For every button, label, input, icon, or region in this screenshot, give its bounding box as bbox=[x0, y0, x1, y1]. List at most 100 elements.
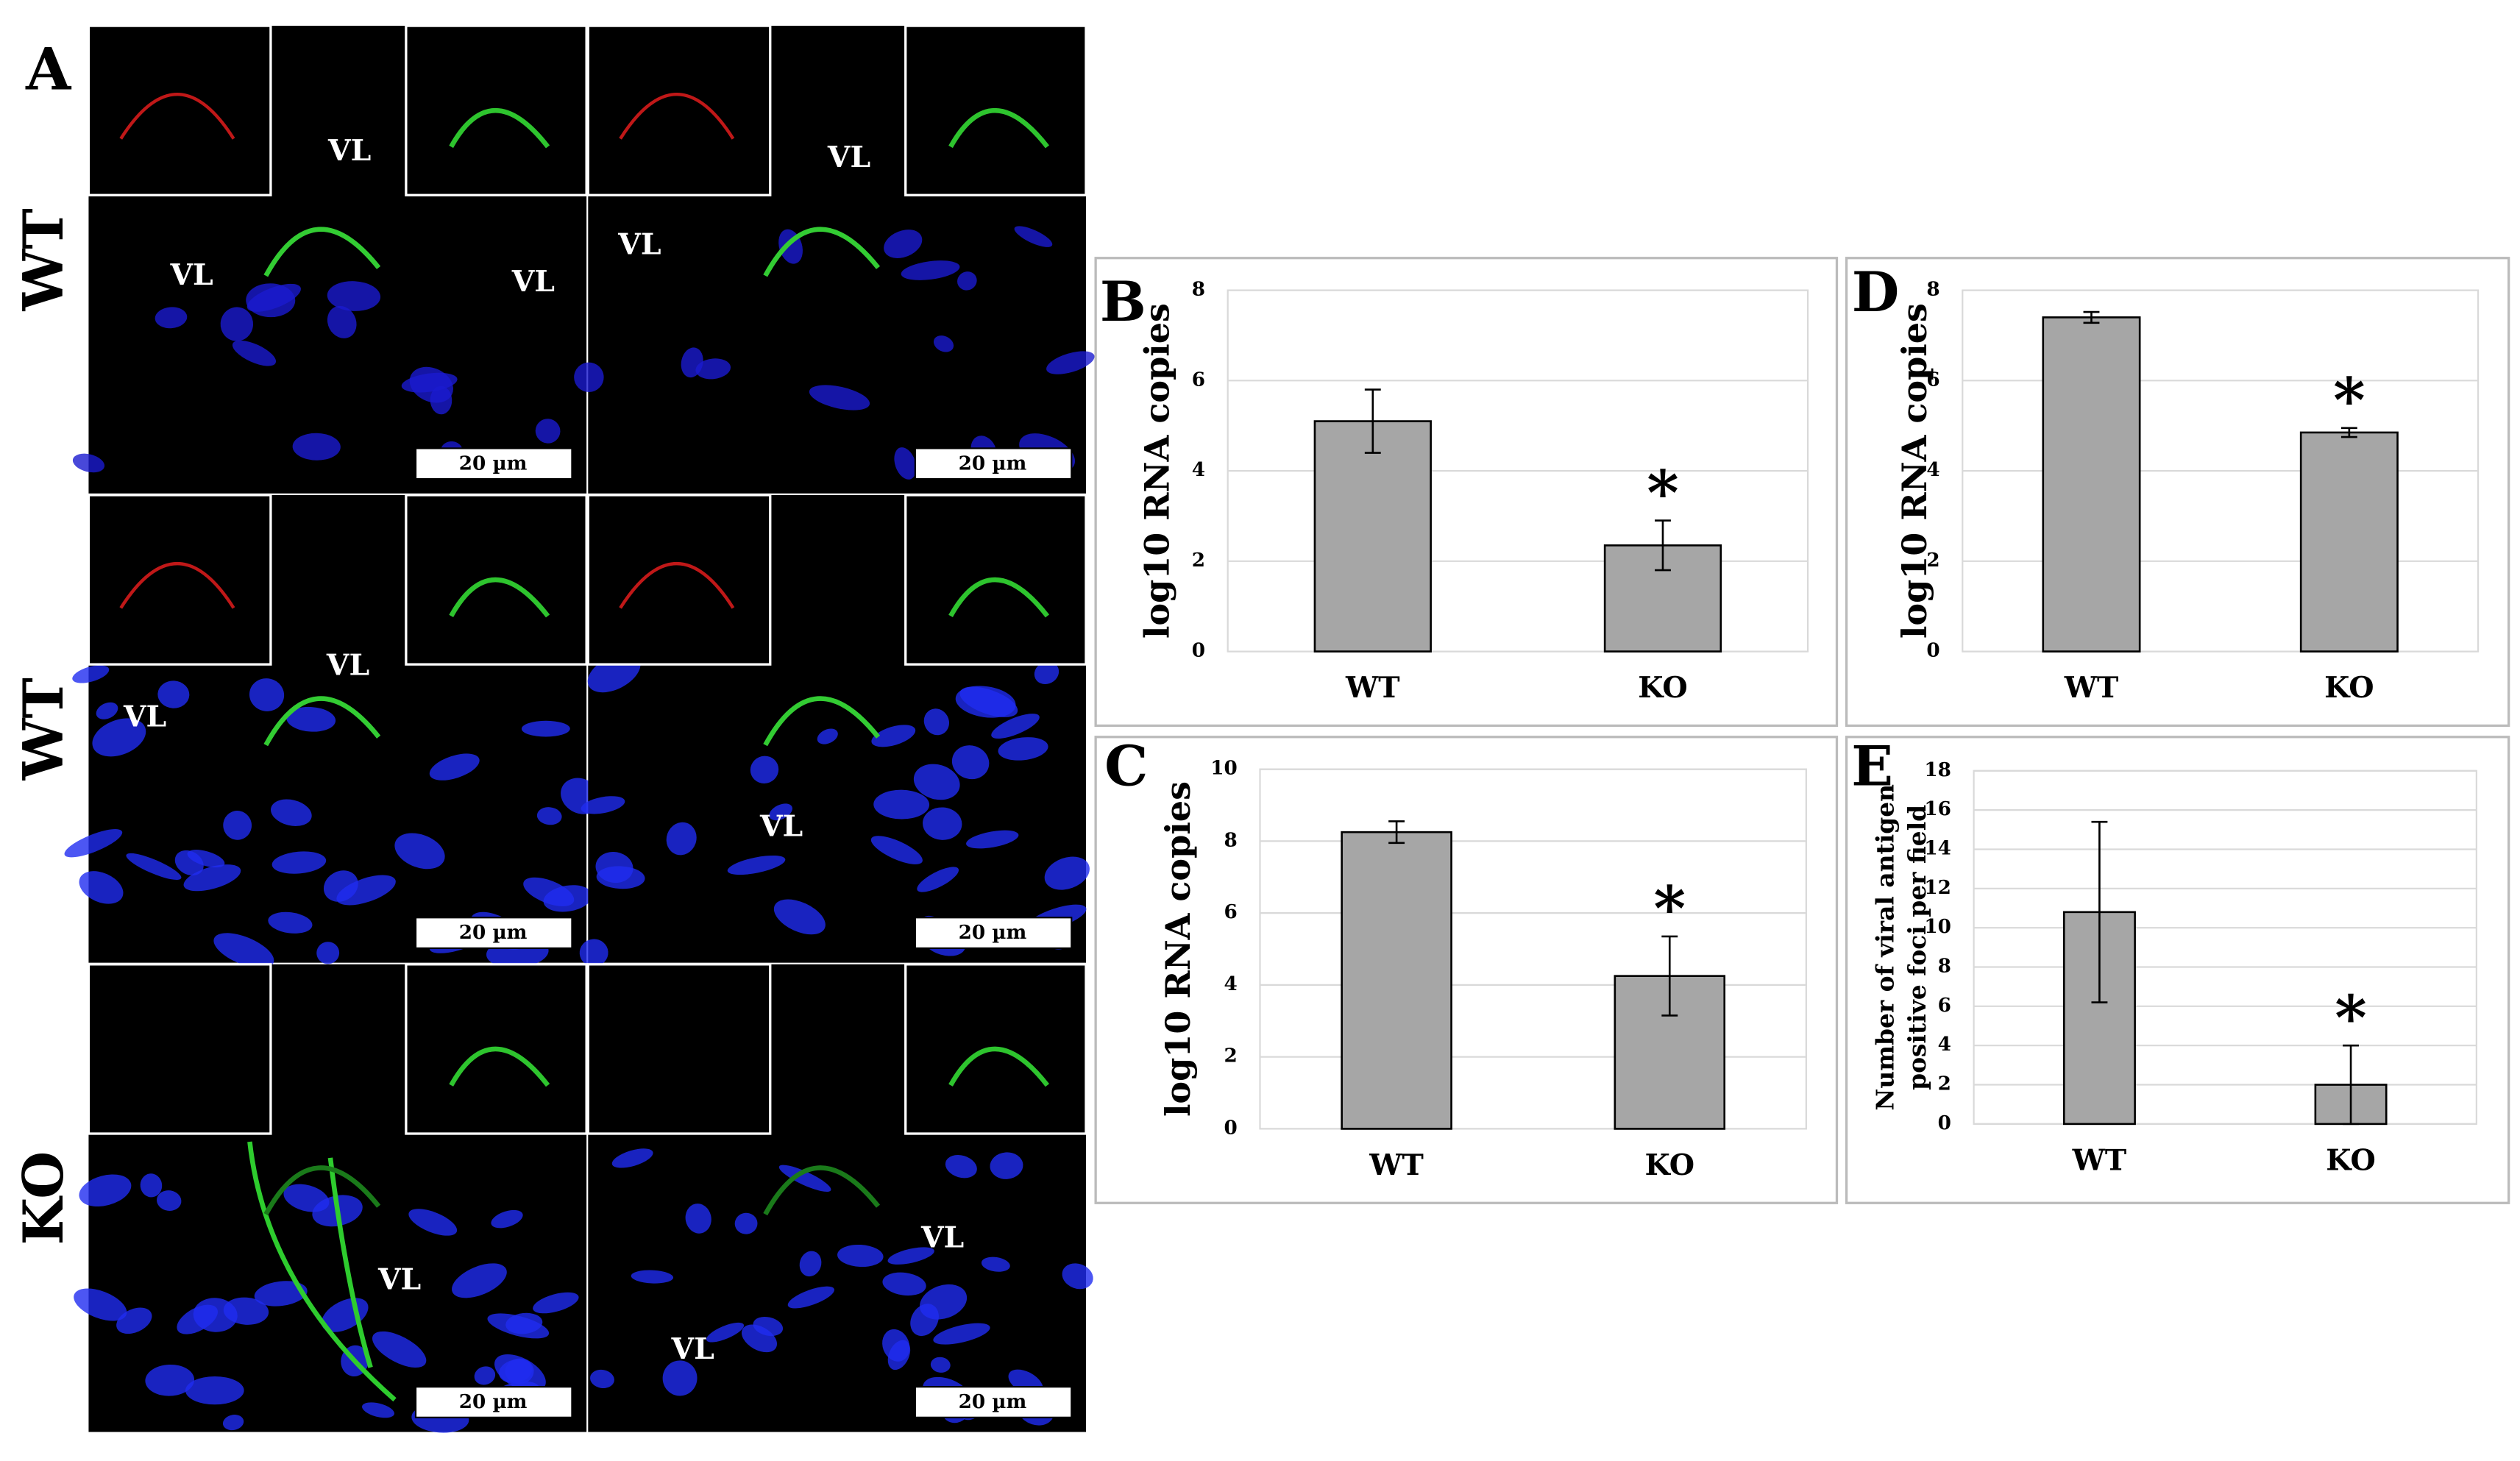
region-label: VL bbox=[326, 648, 369, 682]
chart-frame bbox=[1845, 736, 2510, 1204]
y-tick-label: 0 bbox=[1926, 639, 1939, 662]
nucleus bbox=[336, 875, 396, 906]
nucleus bbox=[870, 836, 923, 864]
nucleus bbox=[408, 1209, 458, 1236]
nucleus bbox=[126, 853, 182, 880]
inset bbox=[586, 24, 772, 196]
nucleus bbox=[945, 1155, 977, 1179]
error-bar bbox=[1661, 935, 1678, 1017]
nucleus bbox=[183, 864, 241, 892]
y-tick-label: 6 bbox=[1938, 994, 1951, 1017]
inset bbox=[87, 494, 272, 666]
nucleus bbox=[574, 362, 604, 392]
scale-bar-label: 20 µm bbox=[459, 921, 528, 944]
nucleus bbox=[817, 728, 838, 744]
y-tick-label: 2 bbox=[1926, 549, 1939, 572]
nucleus bbox=[72, 453, 105, 473]
nucleus bbox=[145, 1364, 195, 1396]
inset-stain bbox=[449, 577, 550, 618]
y-tick-label: 8 bbox=[1938, 954, 1951, 977]
nucleus bbox=[1034, 661, 1060, 685]
nucleus bbox=[685, 1204, 711, 1234]
y-tick-label: 2 bbox=[1938, 1073, 1951, 1095]
nucleus bbox=[923, 708, 950, 736]
nucleus bbox=[96, 702, 118, 719]
bar bbox=[1313, 420, 1432, 653]
chart-frame bbox=[1845, 257, 2510, 728]
nucleus bbox=[316, 942, 340, 964]
inset bbox=[586, 963, 772, 1135]
nucleus bbox=[901, 260, 960, 280]
y-axis-label: log10 RNA copies bbox=[1158, 781, 1198, 1117]
nucleus bbox=[92, 718, 146, 757]
row-label: WT bbox=[11, 678, 76, 781]
y-tick-label: 8 bbox=[1192, 278, 1205, 301]
nucleus bbox=[271, 799, 312, 826]
panel-label: B bbox=[1100, 269, 1146, 334]
nucleus bbox=[362, 1402, 394, 1418]
stain bbox=[263, 696, 381, 747]
nucleus bbox=[990, 1152, 1023, 1179]
nucleus bbox=[959, 686, 1018, 717]
nucleus bbox=[177, 1304, 219, 1334]
stain bbox=[763, 227, 881, 277]
nucleus bbox=[72, 665, 110, 683]
nucleus bbox=[505, 1358, 534, 1384]
x-tick-label: WT bbox=[2072, 1143, 2127, 1177]
nucleus bbox=[981, 1256, 1010, 1272]
stain bbox=[263, 227, 381, 277]
region-label: VL bbox=[827, 141, 870, 174]
nucleus bbox=[79, 871, 124, 904]
nucleus bbox=[1044, 856, 1090, 890]
nucleus bbox=[213, 933, 274, 968]
y-tick-label: 10 bbox=[1924, 915, 1951, 938]
region-label: VL bbox=[617, 227, 661, 261]
nucleus bbox=[998, 737, 1048, 761]
y-tick-label: 0 bbox=[1224, 1116, 1238, 1139]
inset bbox=[87, 963, 272, 1135]
y-axis-label: positive foci per field bbox=[1903, 805, 1931, 1090]
panel-label: E bbox=[1851, 733, 1893, 798]
nucleus bbox=[223, 1297, 269, 1325]
nucleus bbox=[283, 1184, 330, 1212]
nucleus bbox=[223, 811, 252, 840]
nucleus bbox=[220, 307, 254, 341]
nucleus bbox=[246, 283, 296, 318]
nucleus bbox=[249, 678, 285, 711]
chart-frame bbox=[1094, 257, 1839, 728]
scale-bar bbox=[914, 447, 1073, 480]
nucleus bbox=[157, 1190, 182, 1211]
nucleus bbox=[271, 851, 327, 874]
significance-marker: * bbox=[1647, 457, 1679, 529]
inset-stain bbox=[449, 108, 550, 149]
panel-label: A bbox=[25, 35, 72, 103]
nucleus bbox=[884, 230, 923, 258]
nucleus bbox=[681, 347, 703, 378]
nucleus bbox=[222, 1415, 244, 1431]
nucleus bbox=[323, 870, 358, 902]
nucleus bbox=[611, 1148, 653, 1168]
nucleus bbox=[79, 1174, 132, 1207]
y-tick-label: 8 bbox=[1224, 828, 1238, 851]
error-bar bbox=[2083, 310, 2100, 324]
y-tick-label: 0 bbox=[1938, 1112, 1951, 1134]
nucleus bbox=[662, 1360, 698, 1396]
nucleus bbox=[750, 756, 779, 783]
y-tick-label: 16 bbox=[1924, 797, 1951, 820]
nucleus bbox=[64, 829, 123, 858]
bar bbox=[1603, 544, 1722, 653]
x-tick-label: WT bbox=[1345, 671, 1400, 705]
scale-bar bbox=[414, 1386, 573, 1418]
nucleus bbox=[933, 335, 954, 352]
bar bbox=[2299, 431, 2399, 653]
y-tick-label: 6 bbox=[1926, 368, 1939, 391]
nucleus bbox=[232, 340, 277, 366]
y-tick-label: 2 bbox=[1224, 1045, 1238, 1067]
y-tick-label: 4 bbox=[1938, 1033, 1951, 1056]
nucleus bbox=[429, 753, 480, 781]
bar bbox=[1341, 831, 1452, 1130]
y-tick-label: 8 bbox=[1926, 278, 1939, 301]
scale-bar-label: 20 µm bbox=[959, 921, 1027, 944]
nucleus bbox=[254, 1281, 308, 1307]
y-tick-label: 10 bbox=[1210, 757, 1238, 780]
